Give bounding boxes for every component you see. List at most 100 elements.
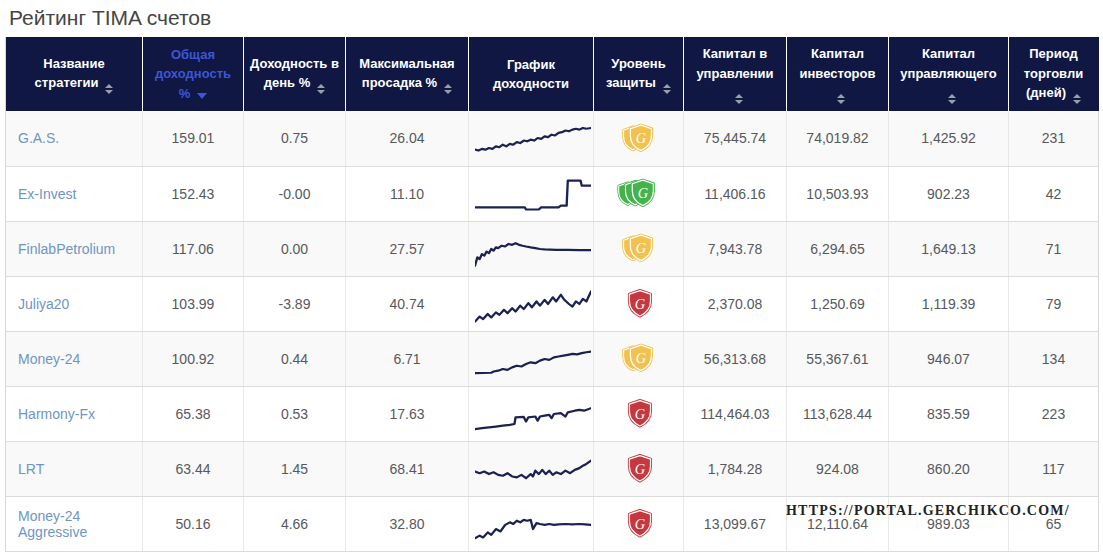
capital-investors-cell: 1,250.69 bbox=[787, 276, 889, 331]
strategy-link[interactable]: FinlabPetrolium bbox=[18, 241, 115, 257]
daily-return-cell: -0.00 bbox=[244, 166, 346, 221]
total-return-cell: 63.44 bbox=[143, 441, 244, 496]
capital-in-management-cell: 114,464.03 bbox=[684, 386, 787, 441]
header-label: Общая доходность % bbox=[155, 47, 231, 101]
sort-toggle-icon[interactable] bbox=[444, 84, 452, 94]
header-capital-investors[interactable]: Капитал инвесторов bbox=[787, 37, 889, 111]
max-drawdown-cell: 40.74 bbox=[346, 276, 469, 331]
strategy-name-cell: Money-24 bbox=[6, 331, 143, 386]
daily-return-cell: 0.75 bbox=[244, 111, 346, 166]
strategy-link[interactable]: LRT bbox=[18, 461, 44, 477]
capital-in-management-cell: 11,406.16 bbox=[684, 166, 787, 221]
capital-in-management-cell: 1,784.28 bbox=[684, 441, 787, 496]
svg-text:G: G bbox=[634, 406, 645, 422]
strategy-link[interactable]: G.A.S. bbox=[18, 130, 59, 146]
header-return-chart: График доходности bbox=[469, 37, 594, 111]
capital-manager-cell: 902.23 bbox=[889, 166, 1009, 221]
strategy-link[interactable]: Money-24 bbox=[18, 351, 80, 367]
header-label: Капитал управляющего bbox=[900, 46, 996, 81]
capital-in-management-cell: 75,445.74 bbox=[684, 111, 787, 166]
header-max-drawdown[interactable]: Максимальная просадка % bbox=[346, 37, 469, 111]
capital-investors-cell: 6,294.65 bbox=[787, 221, 889, 276]
capital-manager-cell: 1,425.92 bbox=[889, 111, 1009, 166]
header-trading-period[interactable]: Период торговли (дней) bbox=[1009, 37, 1099, 111]
strategy-link[interactable]: Juliya20 bbox=[18, 296, 69, 312]
capital-investors-cell: 74,019.82 bbox=[787, 111, 889, 166]
svg-text:G: G bbox=[634, 296, 645, 312]
table-row: Money-24 100.92 0.44 6.71 G 56,313.68 55… bbox=[6, 331, 1099, 386]
header-strategy-name[interactable]: Название стратегии bbox=[6, 37, 143, 111]
sort-toggle-icon[interactable] bbox=[105, 84, 113, 94]
strategy-name-cell: Ex-Invest bbox=[6, 166, 143, 221]
svg-text:G: G bbox=[637, 185, 648, 201]
header-label: Максимальная просадка % bbox=[359, 56, 454, 91]
page-title: Рейтинг TIMA счетов bbox=[0, 0, 1103, 37]
protection-level-cell: G bbox=[594, 276, 684, 331]
max-drawdown-cell: 68.41 bbox=[346, 441, 469, 496]
sort-toggle-icon[interactable] bbox=[317, 84, 325, 94]
trading-days-cell: 65 bbox=[1009, 496, 1099, 551]
strategy-name-cell: LRT bbox=[6, 441, 143, 496]
table-row: LRT 63.44 1.45 68.41 G 1,784.28 924.08 8… bbox=[6, 441, 1099, 496]
total-return-cell: 152.43 bbox=[143, 166, 244, 221]
max-drawdown-cell: 11.10 bbox=[346, 166, 469, 221]
sort-desc-icon[interactable] bbox=[197, 93, 207, 99]
protection-shield-icon-high: G bbox=[616, 177, 662, 210]
header-capital-in-management[interactable]: Капитал в управлении bbox=[684, 37, 787, 111]
equity-sparkline-chart bbox=[475, 282, 591, 326]
return-chart-cell bbox=[469, 386, 594, 441]
strategy-name-cell: FinlabPetrolium bbox=[6, 221, 143, 276]
return-chart-cell bbox=[469, 166, 594, 221]
protection-level-cell: G bbox=[594, 386, 684, 441]
protection-shield-icon-medium: G bbox=[616, 122, 662, 155]
sort-toggle-icon[interactable] bbox=[1073, 94, 1081, 104]
total-return-cell: 159.01 bbox=[143, 111, 244, 166]
capital-manager-cell: 835.59 bbox=[889, 386, 1009, 441]
table-row: Money-24 Aggressive 50.16 4.66 32.80 G 1… bbox=[6, 496, 1099, 551]
header-protection-level[interactable]: Уровень защиты bbox=[594, 37, 684, 111]
sort-toggle-icon[interactable] bbox=[837, 94, 845, 104]
capital-in-management-cell: 7,943.78 bbox=[684, 221, 787, 276]
protection-shield-icon-medium: G bbox=[616, 342, 662, 375]
capital-investors-cell: 55,367.61 bbox=[787, 331, 889, 386]
equity-sparkline-chart bbox=[475, 502, 591, 546]
trading-days-cell: 134 bbox=[1009, 331, 1099, 386]
max-drawdown-cell: 26.04 bbox=[346, 111, 469, 166]
equity-sparkline-chart bbox=[475, 116, 591, 160]
protection-level-cell: G bbox=[594, 221, 684, 276]
max-drawdown-cell: 32.80 bbox=[346, 496, 469, 551]
protection-shield-icon-low: G bbox=[616, 287, 662, 320]
header-label: Название стратегии bbox=[35, 56, 105, 91]
header-capital-manager[interactable]: Капитал управляющего bbox=[889, 37, 1009, 111]
sort-toggle-icon[interactable] bbox=[948, 94, 956, 104]
capital-investors-cell: 10,503.93 bbox=[787, 166, 889, 221]
return-chart-cell bbox=[469, 221, 594, 276]
trading-days-cell: 42 bbox=[1009, 166, 1099, 221]
equity-sparkline-chart bbox=[475, 392, 591, 436]
daily-return-cell: 0.44 bbox=[244, 331, 346, 386]
daily-return-cell: -3.89 bbox=[244, 276, 346, 331]
daily-return-cell: 1.45 bbox=[244, 441, 346, 496]
tima-ratings-table: Название стратегии Общая доходность % До… bbox=[5, 37, 1099, 552]
strategy-name-cell: Juliya20 bbox=[6, 276, 143, 331]
capital-in-management-cell: 56,313.68 bbox=[684, 331, 787, 386]
strategy-link[interactable]: Money-24 Aggressive bbox=[18, 508, 87, 540]
header-total-return[interactable]: Общая доходность % bbox=[143, 37, 244, 111]
capital-investors-cell: 924.08 bbox=[787, 441, 889, 496]
strategy-name-cell: G.A.S. bbox=[6, 111, 143, 166]
protection-shield-icon-medium: G bbox=[616, 232, 662, 265]
sort-toggle-icon[interactable] bbox=[735, 94, 743, 104]
return-chart-cell bbox=[469, 331, 594, 386]
strategy-link[interactable]: Harmony-Fx bbox=[18, 406, 95, 422]
strategy-link[interactable]: Ex-Invest bbox=[18, 186, 76, 202]
header-daily-return[interactable]: Доходность в день % bbox=[244, 37, 346, 111]
table-row: Ex-Invest 152.43 -0.00 11.10 G 11,406.16… bbox=[6, 166, 1099, 221]
header-label: Уровень защиты bbox=[606, 56, 666, 91]
table-row: Juliya20 103.99 -3.89 40.74 G 2,370.08 1… bbox=[6, 276, 1099, 331]
capital-manager-cell: 860.20 bbox=[889, 441, 1009, 496]
total-return-cell: 103.99 bbox=[143, 276, 244, 331]
total-return-cell: 65.38 bbox=[143, 386, 244, 441]
svg-text:G: G bbox=[634, 461, 645, 477]
sort-toggle-icon[interactable] bbox=[663, 84, 671, 94]
total-return-cell: 50.16 bbox=[143, 496, 244, 551]
